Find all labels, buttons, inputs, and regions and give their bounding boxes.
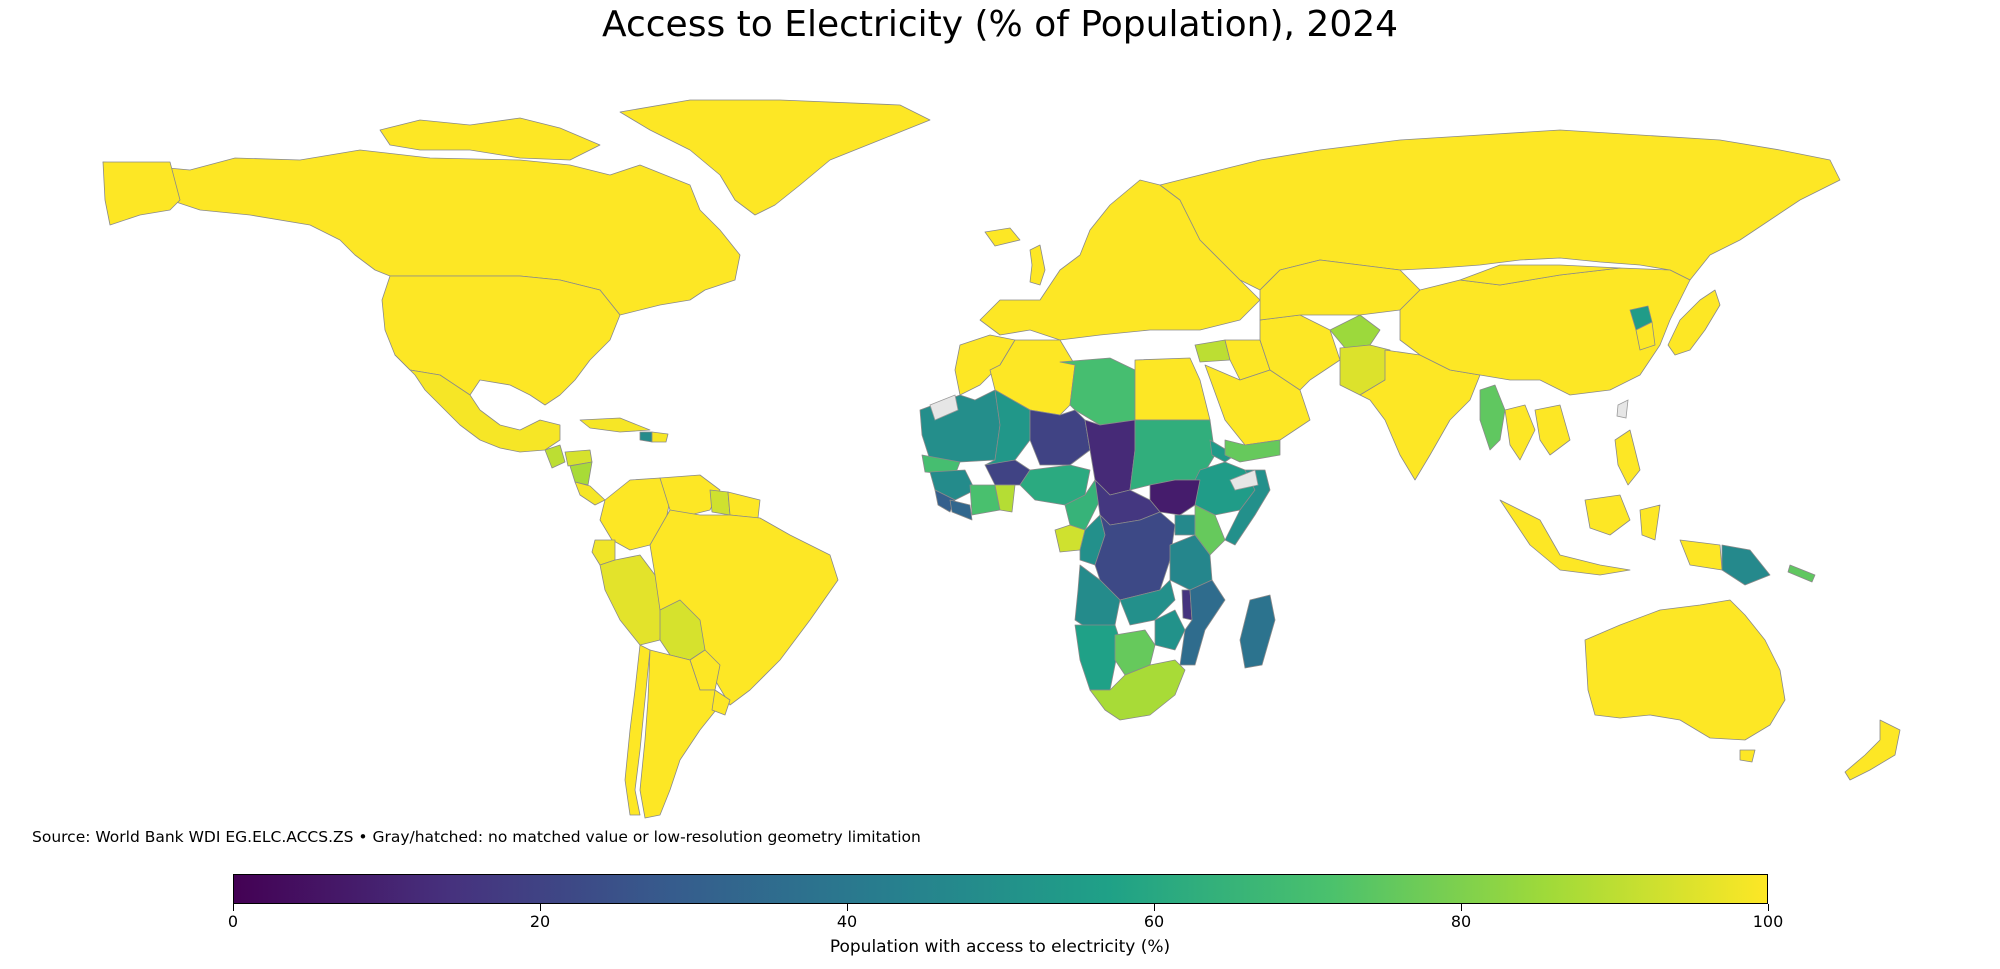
- country-zambia: [1119, 579, 1176, 626]
- country-uruguay: [711, 689, 731, 716]
- country-guyana: [709, 489, 731, 516]
- countries-layer: [102, 99, 1901, 819]
- country-morocco: [954, 334, 1016, 396]
- nodata-taiwan: [1616, 399, 1629, 419]
- country-niger: [1029, 409, 1091, 466]
- country-indonesia: [1499, 499, 1631, 576]
- country-namibia: [1074, 624, 1121, 691]
- country-south-korea: [1635, 321, 1656, 351]
- country-greenland: [619, 99, 931, 216]
- country-zimbabwe: [1154, 609, 1186, 651]
- country-south-africa: [1089, 659, 1186, 721]
- colorbar-tick-label: 20: [529, 912, 551, 931]
- country-uganda: [1174, 514, 1196, 536]
- country-alaska: [102, 161, 181, 226]
- country-new-guinea-west: [1679, 539, 1723, 571]
- country-new-zealand: [1844, 719, 1901, 781]
- country-mongolia: [1459, 264, 1621, 286]
- country-iran: [1259, 314, 1341, 391]
- country-nicaragua: [569, 461, 593, 486]
- country-syria: [1194, 339, 1231, 363]
- country-philippines: [1614, 429, 1641, 486]
- colorbar-tick-mark: [1461, 904, 1462, 911]
- country-myanmar: [1479, 384, 1506, 451]
- country-suriname: [727, 491, 761, 519]
- country-argentina: [639, 649, 721, 819]
- country-haiti: [639, 431, 653, 443]
- country-mozambique: [1179, 579, 1226, 666]
- nodata-somaliland: [1229, 469, 1259, 491]
- country-sierra-leone: [934, 489, 956, 513]
- country-canada: [102, 149, 741, 316]
- country-sulawesi: [1639, 504, 1661, 541]
- colorbar-tick-mark: [1768, 904, 1769, 911]
- country-liberia: [949, 499, 973, 521]
- country-papua-new-guinea: [1721, 544, 1771, 586]
- source-note: Source: World Bank WDI EG.ELC.ACCS.ZS • …: [32, 828, 921, 846]
- country-guatemala: [544, 444, 566, 469]
- country-ghana: [994, 484, 1016, 513]
- country-canada-islands: [379, 117, 601, 161]
- colorbar-tick-label: 100: [1752, 912, 1784, 931]
- country-guinea: [929, 469, 976, 501]
- country-somalia: [1224, 469, 1271, 546]
- country-thailand: [1504, 404, 1536, 461]
- country-united-states: [381, 275, 621, 406]
- colorbar-tick-mark: [233, 904, 234, 911]
- country-madagascar: [1239, 594, 1276, 669]
- country-southeast-asia: [1534, 404, 1571, 456]
- country-borneo: [1584, 494, 1631, 536]
- colorbar-tick-label: 0: [227, 912, 239, 931]
- country-central-america: [574, 481, 606, 506]
- country-saudi-arabia: [1204, 364, 1311, 446]
- country-kenya: [1194, 504, 1226, 556]
- country-iceland: [984, 227, 1021, 247]
- country-mexico: [394, 354, 561, 453]
- colorbar-tick-label: 60: [1143, 912, 1165, 931]
- country-dominican: [651, 431, 669, 443]
- colorbar-tick-mark: [1154, 904, 1155, 911]
- country-solomon-islands: [1787, 564, 1816, 583]
- country-yemen: [1224, 439, 1281, 463]
- country-uk: [1029, 244, 1046, 286]
- country-egypt: [1134, 357, 1211, 421]
- colorbar-tick-label: 80: [1450, 912, 1472, 931]
- country-tasmania: [1739, 749, 1756, 763]
- colorbar-tick-mark: [540, 904, 541, 911]
- colorbar-tick-mark: [847, 904, 848, 911]
- colorbar-tick-label: 40: [836, 912, 858, 931]
- colorbar-label: Population with access to electricity (%…: [829, 937, 1171, 957]
- country-cuba: [579, 417, 651, 433]
- country-mauritania: [919, 389, 1001, 463]
- country-afghanistan: [1329, 314, 1381, 349]
- nodata-western-sahara: [929, 394, 959, 421]
- map-title: Access to Electricity (% of Population),…: [601, 4, 1399, 45]
- colorbar: [233, 874, 1768, 904]
- country-chile: [624, 644, 651, 816]
- country-japan: [1667, 289, 1721, 356]
- country-australia: [1584, 599, 1786, 741]
